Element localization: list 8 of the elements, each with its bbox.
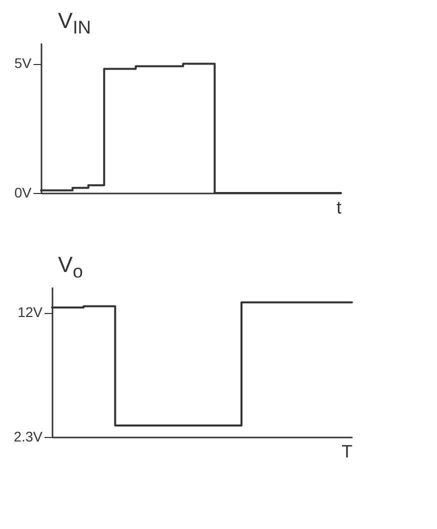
- y-axis-title: V$_{o}$: [58, 252, 84, 282]
- y-tick-label: 12V: [18, 304, 44, 320]
- y-axis-title: V$_{IN}$: [58, 8, 92, 38]
- x-axis-title: T: [342, 442, 352, 462]
- y-tick-label: 2.3V: [14, 428, 44, 444]
- x-axis-title: t: [336, 198, 342, 218]
- y-tick-label: 0V: [14, 184, 32, 200]
- y-tick-label: 5V: [14, 55, 32, 72]
